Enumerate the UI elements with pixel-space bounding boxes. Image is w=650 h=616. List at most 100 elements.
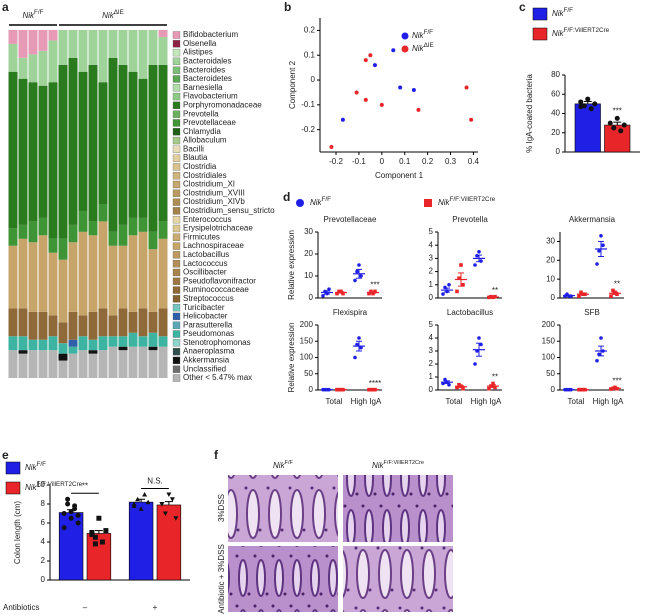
panel-label: b (284, 0, 291, 14)
legend-swatch (172, 48, 181, 57)
data-point (61, 525, 67, 531)
bar-segment (148, 350, 158, 378)
bar-segment (58, 238, 68, 260)
x-tick-label: 0.3 (445, 157, 457, 166)
bar (604, 124, 631, 153)
data-point (92, 534, 98, 540)
bar-segment (38, 30, 48, 51)
bar-segment (68, 311, 78, 340)
y-tick-label: 0 (551, 385, 556, 394)
data-point (614, 115, 620, 121)
data-point (359, 345, 363, 350)
data-point (103, 528, 109, 534)
x-tick-label: High IgA (593, 397, 624, 406)
data-point (443, 285, 447, 290)
legend-label: Stenotrophomonas (183, 338, 251, 347)
legend-swatch (172, 172, 181, 180)
bar-segment (108, 346, 118, 378)
x-tick-label: 0.1 (399, 157, 411, 166)
bar-segment (18, 57, 28, 79)
data-point (327, 287, 331, 292)
x-tick-label: – (83, 603, 88, 612)
data-point (354, 90, 359, 95)
bar-segment (58, 360, 68, 378)
legend-label: Lachnospiraceae (183, 241, 244, 250)
data-point (447, 283, 451, 287)
legend-swatch (172, 347, 181, 356)
data-point (99, 539, 105, 545)
bar-segment (28, 221, 38, 243)
legend-label: Parasutterella (183, 320, 233, 329)
legend-label: Clostridium_XVIII (183, 188, 245, 197)
bar-segment (18, 336, 28, 351)
label: NikF/F:VillERT2Cre (372, 460, 424, 470)
bar-segment (128, 332, 138, 347)
legend-label: Olsenella (183, 39, 217, 48)
label-main: Nik (438, 198, 451, 207)
bar-segment (138, 78, 148, 218)
y-tick-label: 2 (429, 267, 434, 276)
bar-segment (48, 350, 58, 378)
x-tick-label: High IgA (471, 397, 502, 406)
legend-label: Pseudomonas (183, 329, 234, 338)
data-point (601, 243, 605, 247)
data-point (173, 516, 179, 521)
legend-label: Helicobacter (183, 312, 228, 321)
legend-label: Alistipes (183, 48, 213, 57)
legend-label: Allobaculum (183, 136, 227, 145)
data-point (592, 101, 598, 107)
data-point (441, 292, 445, 296)
bar-segment (58, 64, 68, 239)
bar-segment (28, 54, 38, 83)
significance-label: *** (613, 106, 622, 115)
legend-label: Bifidobacterium (183, 30, 238, 39)
data-point (92, 541, 98, 547)
data-point (585, 96, 591, 102)
bar-segment (98, 82, 108, 204)
bar-segment (68, 224, 78, 243)
data-point (61, 511, 67, 516)
data-point (159, 502, 165, 507)
bar-segment (28, 339, 38, 351)
y-axis-label: Component 2 (288, 60, 297, 109)
bar-segment (108, 30, 118, 58)
data-point (335, 291, 339, 296)
y-tick-label: 3 (429, 254, 434, 263)
bar-segment (38, 311, 48, 340)
legend-swatch (172, 216, 181, 224)
data-point (65, 496, 71, 502)
bar-segment (28, 350, 38, 378)
x-tick-label: 0.4 (468, 157, 480, 166)
legend-swatch (172, 321, 181, 329)
legend-swatch (172, 57, 181, 66)
subplot-title: Flexispira (333, 308, 368, 317)
legend-label: Bacteroides (183, 65, 225, 74)
data-point (579, 290, 583, 295)
label-sup: ΔIE (424, 42, 434, 49)
y-tick-label: 30 (546, 237, 555, 246)
legend-label: Firmicutes (183, 232, 220, 241)
bar-segment (48, 336, 58, 351)
legend-swatch (172, 31, 181, 39)
label: NikF/F:VillERT2Cre (438, 196, 496, 207)
data-point (455, 385, 459, 390)
y-tick-label: 20 (551, 128, 560, 137)
legend-swatch (172, 242, 181, 250)
y-tick-label: 50 (546, 369, 555, 378)
bar-segment (98, 350, 108, 378)
x-tick-label: 0 (380, 157, 385, 166)
bar-segment (148, 311, 158, 333)
legend-swatch (172, 92, 181, 101)
data-point (469, 117, 474, 122)
x-axis-label: Component 1 (375, 171, 424, 180)
data-point (363, 97, 368, 102)
legend-label: Prevotella (183, 109, 219, 118)
data-point (611, 125, 617, 131)
bar-segment (158, 336, 168, 347)
y-tick-label: 20 (546, 255, 555, 264)
y-tick-label: 50 (304, 369, 313, 378)
bar-segment (18, 353, 28, 378)
bar-segment (148, 231, 158, 250)
bar-segment (88, 64, 98, 222)
bar-segment (98, 336, 108, 351)
